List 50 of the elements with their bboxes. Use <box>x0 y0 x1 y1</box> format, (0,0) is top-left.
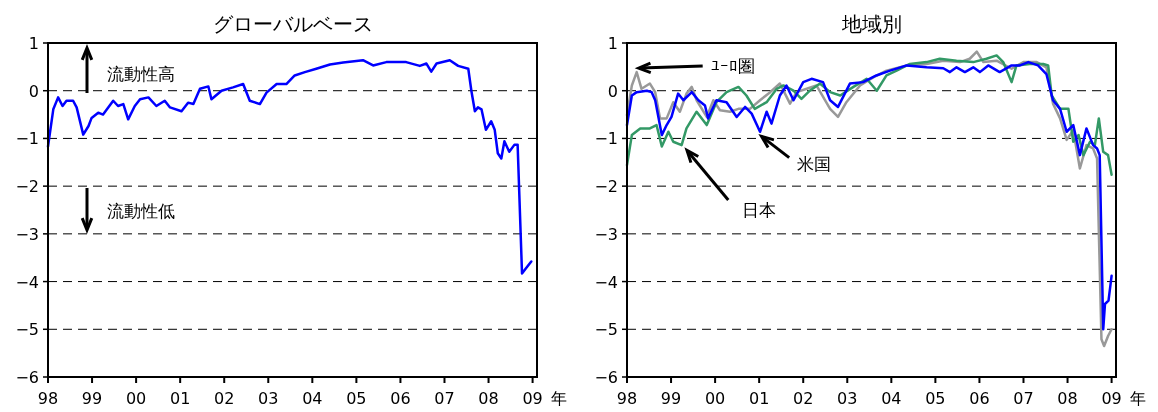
y-tick-label: −3 <box>594 224 618 244</box>
y-tick-label: 0 <box>28 81 39 101</box>
x-axis-title: 年 <box>551 389 567 408</box>
annotation: 流動性高 <box>107 64 175 84</box>
x-tick-label: 98 <box>37 389 59 408</box>
x-tick-label: 07 <box>1013 389 1034 408</box>
y-tick-label: 1 <box>607 34 618 53</box>
y-tick-label: −4 <box>594 272 618 292</box>
annotation: 日本 <box>742 199 777 220</box>
y-tick-label: −5 <box>594 320 618 340</box>
x-tick-label: 03 <box>258 389 279 408</box>
x-tick-label: 06 <box>969 389 990 408</box>
chart-title: グローバルベース <box>212 12 373 36</box>
chart-title: 地域別 <box>840 12 902 36</box>
y-tick-label: 1 <box>28 34 39 53</box>
y-tick-label: −5 <box>15 320 39 340</box>
x-tick-label: 99 <box>660 389 682 408</box>
x-tick-label: 05 <box>925 389 946 408</box>
x-tick-label: 01 <box>748 389 770 408</box>
x-tick-label: 99 <box>81 389 103 408</box>
y-tick-label: −6 <box>594 368 618 387</box>
y-tick-label: −6 <box>15 368 39 387</box>
annotation: ﾕｰﾛ圏 <box>710 56 755 77</box>
x-tick-label: 04 <box>302 389 323 408</box>
y-tick-label: −1 <box>594 129 618 149</box>
x-tick-label: 00 <box>125 389 147 408</box>
x-tick-label: 08 <box>1057 389 1078 408</box>
y-tick-label: 0 <box>607 81 618 101</box>
annotation: 流動性低 <box>107 201 175 221</box>
line-series <box>46 58 533 275</box>
annotation: 米国 <box>797 153 832 174</box>
x-tick-label: 00 <box>704 389 726 408</box>
y-tick-label: −4 <box>15 272 39 292</box>
x-tick-label: 02 <box>214 389 235 408</box>
y-tick-label: −3 <box>15 224 39 244</box>
x-tick-label: 09 <box>522 389 543 408</box>
y-tick-label: −1 <box>15 129 39 149</box>
x-tick-label: 98 <box>616 389 638 408</box>
x-tick-label: 02 <box>793 389 814 408</box>
x-tick-label: 06 <box>390 389 411 408</box>
y-tick-label: −2 <box>594 177 618 197</box>
x-tick-label: 08 <box>478 389 499 408</box>
x-tick-label: 03 <box>837 389 858 408</box>
x-tick-label: 04 <box>881 389 902 408</box>
x-axis-title: 年 <box>1130 389 1146 408</box>
x-tick-label: 01 <box>169 389 191 408</box>
x-tick-label: 09 <box>1101 389 1122 408</box>
x-tick-label: 07 <box>434 389 455 408</box>
x-tick-label: 05 <box>346 389 367 408</box>
y-tick-label: −2 <box>15 177 39 197</box>
